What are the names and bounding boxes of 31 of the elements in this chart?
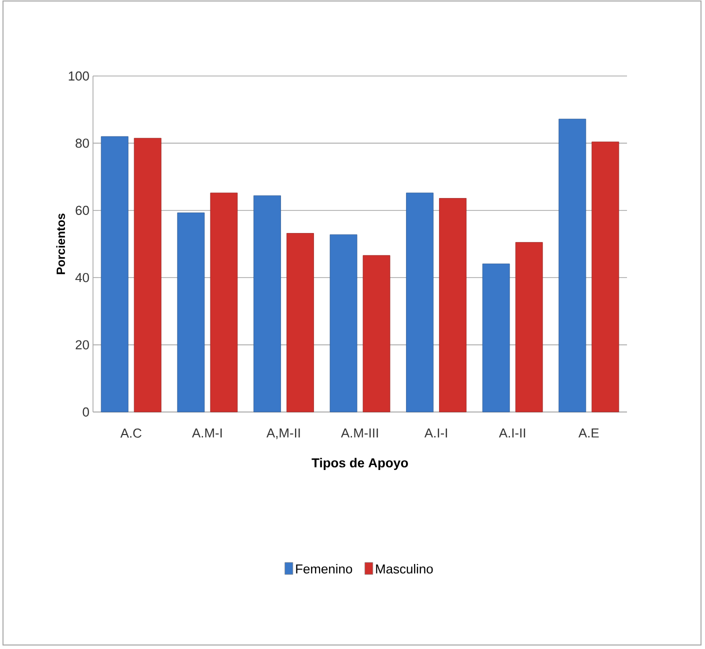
- bar: [100, 136, 128, 412]
- x-tick-label: A.C: [120, 428, 142, 438]
- y-tick-label: 100: [68, 71, 89, 81]
- y-axis-title: Porcientos: [56, 214, 66, 274]
- bar: [210, 192, 238, 412]
- x-tick-label: A.I-I: [424, 428, 447, 438]
- x-tick-label: A.I-II: [498, 428, 526, 438]
- y-tick-label: 40: [75, 273, 89, 282]
- y-tick-label: 0: [82, 407, 89, 417]
- bar: [482, 264, 510, 412]
- bar: [177, 212, 205, 412]
- x-tick-label: A.M-III: [340, 428, 378, 438]
- bar: [515, 242, 543, 412]
- x-tick-label: A.E: [578, 428, 599, 438]
- x-axis-title: Tipos de Apoyo: [312, 458, 408, 470]
- legend-label: Masculino: [376, 564, 433, 574]
- bar: [254, 195, 281, 412]
- bar: [362, 255, 390, 412]
- bar: [286, 233, 314, 412]
- y-tick-label: 60: [76, 206, 89, 215]
- legend-label: Femenino: [296, 564, 352, 574]
- bar: [330, 234, 358, 412]
- bar: [558, 118, 586, 412]
- x-tick-label: A,M-II: [266, 428, 300, 440]
- bar: [439, 198, 466, 412]
- y-tick-label: 20: [76, 340, 89, 350]
- y-tick-label: 80: [76, 138, 89, 148]
- bar: [592, 142, 620, 412]
- x-tick-label: A.M-I: [192, 428, 222, 438]
- bar: [406, 192, 434, 412]
- bar: [134, 138, 162, 412]
